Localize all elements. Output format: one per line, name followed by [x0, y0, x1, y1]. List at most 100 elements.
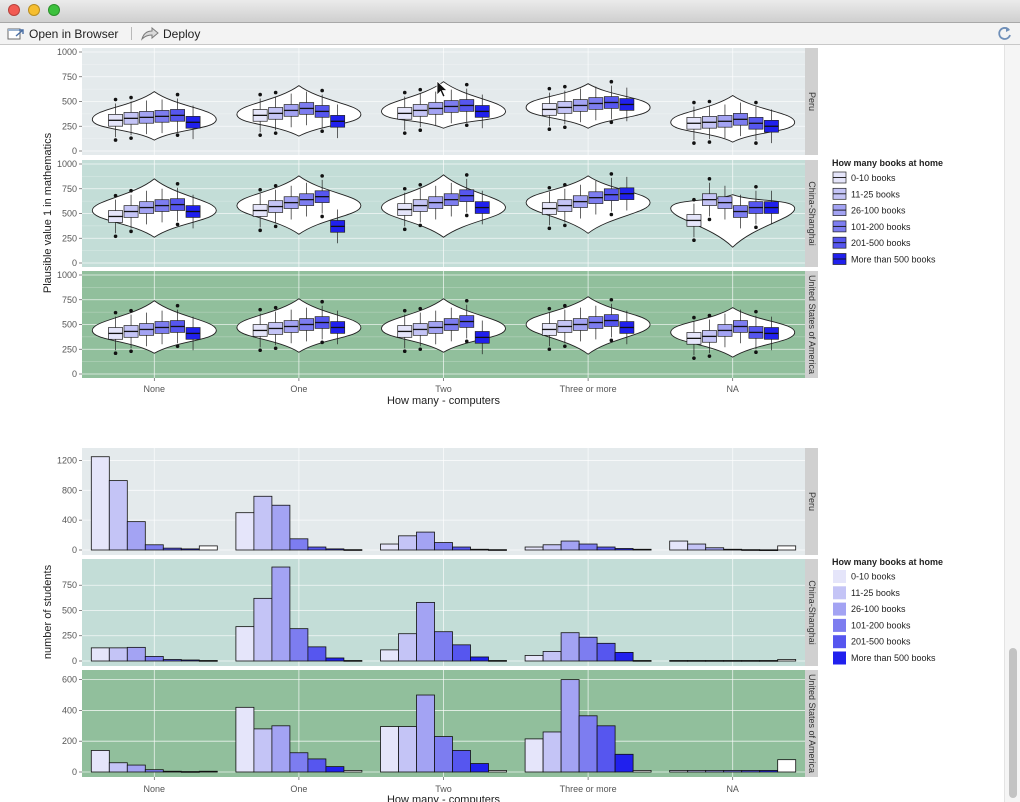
histogram-bar [108, 762, 128, 773]
y-tick-label: 750 [62, 295, 77, 305]
outlier-point [113, 97, 118, 102]
outlier-point [129, 136, 133, 140]
histogram-bar [343, 770, 363, 773]
histogram-bar [452, 750, 471, 773]
y-tick-label: 250 [62, 121, 77, 131]
x-axis-title: How many - computers [387, 395, 501, 407]
outlier-point [692, 100, 696, 105]
violin-shape [236, 85, 362, 137]
plot-viewer: Peru 0 250 500 750 1000 China-Shanghai 0 250 500 7… [0, 45, 1004, 802]
facet-strip [805, 160, 818, 267]
histogram-bar [705, 770, 725, 773]
outlier-point [320, 299, 324, 304]
outlier-point [609, 212, 614, 217]
facet-label: China-Shanghai [807, 181, 817, 246]
x-tick-label: One [290, 384, 307, 394]
x-tick-label: NA [726, 384, 739, 394]
y-tick-label: 0 [72, 369, 77, 379]
x-tick-label: Two [435, 384, 452, 394]
open-in-browser-label: Open in Browser [29, 26, 119, 41]
x-tick-label: Three or more [560, 384, 617, 394]
violin-shape [670, 95, 796, 143]
outlier-point [129, 95, 133, 100]
outlier-point [418, 223, 423, 228]
histogram-bar [542, 731, 562, 773]
outlier-point [464, 82, 469, 87]
x-axis-title: How many - computers [387, 794, 501, 802]
zoom-window-button[interactable] [48, 4, 60, 16]
outlier-point [113, 310, 118, 315]
y-tick-label: 750 [62, 72, 77, 82]
histogram-bar [578, 715, 598, 773]
outlier-point [402, 90, 407, 95]
histogram-bar [524, 655, 544, 662]
open-in-browser-button[interactable]: Open in Browser [7, 25, 118, 42]
y-tick-label: 500 [62, 320, 77, 330]
outlier-point [175, 182, 180, 186]
histogram-bar [380, 649, 399, 662]
facet-label: United States of America [807, 275, 817, 374]
histogram-bar [777, 759, 797, 773]
histogram-bar [416, 694, 435, 773]
outlier-point [258, 92, 262, 97]
facet-label: China-Shanghai [807, 580, 817, 645]
outlier-point [273, 224, 278, 229]
outlier-point [563, 223, 567, 228]
histogram-bar [90, 456, 110, 551]
y-axis-title: Plausible value 1 in mathematics [42, 132, 54, 293]
histogram-bar [759, 660, 779, 662]
histogram-bar [108, 647, 128, 662]
histogram-bar [759, 770, 779, 773]
outlier-point [418, 347, 423, 352]
outlier-point [754, 141, 758, 145]
outlier-point [402, 131, 407, 135]
histogram-bar [416, 531, 435, 551]
violin-shape [381, 174, 506, 238]
histogram-bar [614, 548, 634, 551]
y-tick-label: 800 [62, 485, 77, 495]
histogram-bar [325, 766, 345, 773]
histogram-bar [687, 660, 707, 662]
outlier-point [547, 347, 552, 352]
histogram-bar [632, 770, 652, 773]
facet-strip [805, 559, 818, 666]
outlier-point [464, 298, 469, 303]
legend-key [833, 651, 846, 665]
histogram-bar [162, 770, 182, 773]
outlier-point [320, 88, 324, 93]
outlier-point [707, 140, 712, 144]
histogram-bar [741, 660, 761, 662]
legend-key [833, 618, 846, 632]
legend-label: 11-25 books [851, 588, 900, 598]
legend-label: 0-10 books [851, 173, 896, 183]
histogram-bar [434, 631, 453, 662]
outlier-point [707, 217, 712, 222]
histogram-bar [126, 764, 146, 773]
histogram-bar [632, 660, 652, 662]
histogram-bar [198, 545, 218, 551]
outlier-point [754, 225, 758, 230]
outlier-point [402, 308, 407, 313]
vertical-scrollbar[interactable] [1004, 45, 1020, 802]
outlier-point [692, 141, 696, 145]
viewer-toolbar: Open in Browser Deploy [0, 23, 1020, 45]
plot-canvas: Peru 0 250 500 750 1000 China-Shanghai 0 250 500 7… [42, 47, 943, 802]
x-tick-label: NA [726, 784, 739, 794]
violin-shape [525, 296, 651, 355]
y-tick-label: 0 [72, 258, 77, 268]
histogram-bar [398, 726, 417, 773]
deploy-icon [141, 26, 159, 41]
histogram-bar [596, 642, 616, 662]
outlier-point [418, 182, 423, 187]
scrollbar-thumb[interactable] [1009, 648, 1017, 798]
close-window-button[interactable] [8, 4, 20, 16]
y-tick-label: 250 [62, 631, 77, 641]
x-tick-label: One [290, 784, 307, 794]
legend-key [833, 586, 846, 600]
deploy-button[interactable]: Deploy [141, 25, 200, 42]
outlier-point [129, 229, 133, 234]
y-tick-label: 0 [72, 545, 77, 555]
minimize-window-button[interactable] [28, 4, 40, 16]
refresh-icon[interactable] [996, 25, 1013, 42]
outlier-point [258, 307, 262, 312]
